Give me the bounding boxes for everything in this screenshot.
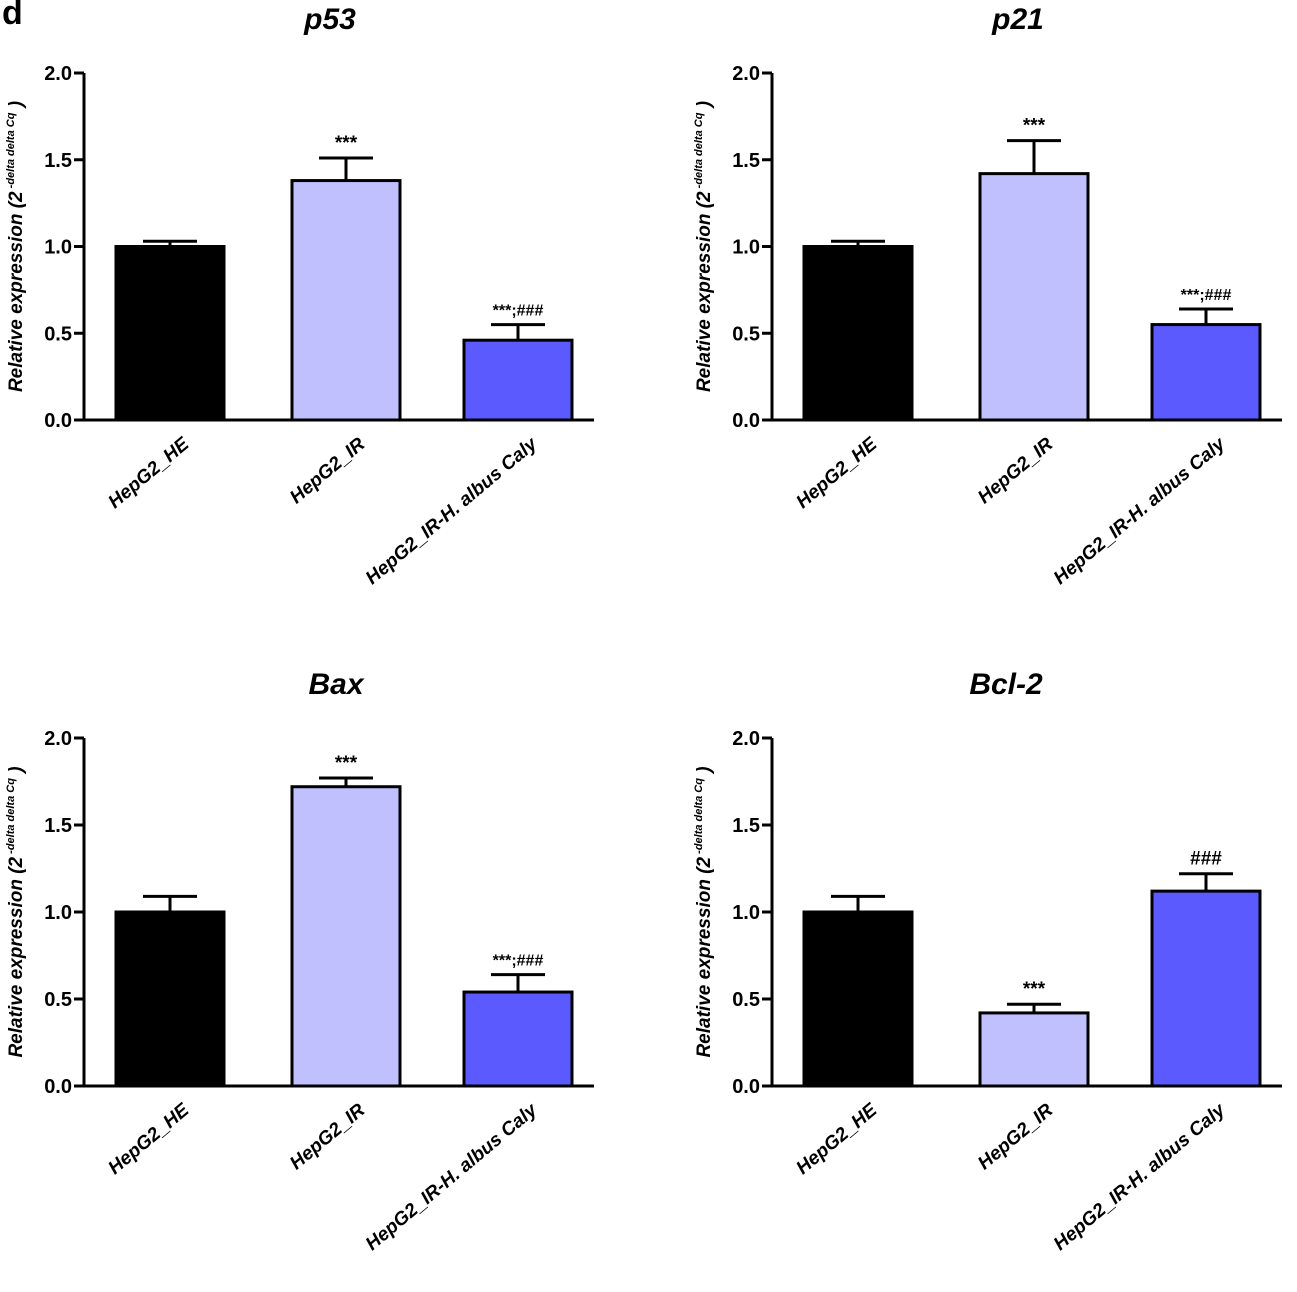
- significance-label: ***;###: [1181, 287, 1232, 304]
- y-axis-label: Relative expression (2 -delta delta Cq ): [693, 766, 715, 1057]
- chart-p53: p53 0.0 0.5 1.0 1.5 2.0 Relative expression (2…: [5, 3, 594, 589]
- bar: [462, 338, 574, 422]
- y-tick-label: 0.5: [732, 323, 760, 345]
- significance-label: ***: [1023, 116, 1046, 137]
- y-tick-label: 0.0: [44, 410, 72, 432]
- chart-title: Bax: [308, 668, 364, 701]
- y-tick-label: 1.5: [732, 815, 760, 837]
- x-category-label: HepG2_HE: [792, 433, 882, 513]
- significance-label: ***;###: [493, 953, 544, 970]
- x-category-label: HepG2_IR: [974, 1100, 1057, 1175]
- bar: [114, 910, 226, 1088]
- y-axis-label: Relative expression (2 -delta delta Cq ): [5, 766, 27, 1057]
- y-tick-label: 0.5: [732, 989, 760, 1011]
- significance-label: ***: [335, 753, 358, 774]
- bar: [290, 785, 402, 1088]
- x-category-label: HepG2_IR: [286, 1100, 369, 1175]
- x-category-label: HepG2_IR-H. albus Caly: [362, 1099, 542, 1255]
- bar: [978, 1011, 1090, 1088]
- significance-label: ***: [335, 133, 358, 154]
- chart-bax: Bax 0.0 0.5 1.0 1.5 2.0 Relative expression (2…: [5, 668, 594, 1255]
- y-tick-label: 0.0: [732, 1076, 760, 1098]
- bar: [802, 910, 914, 1088]
- y-tick-label: 2.0: [732, 728, 760, 750]
- y-axis-label: Relative expression (2 -delta delta Cq ): [5, 101, 27, 392]
- significance-label: ###: [1190, 849, 1222, 870]
- chart-bcl-2: Bcl-2 0.0 0.5 1.0 1.5 2.0 Relative expression …: [693, 668, 1282, 1255]
- y-tick-label: 0.5: [44, 323, 72, 345]
- y-tick-label: 1.0: [732, 902, 760, 924]
- bar: [114, 245, 226, 422]
- x-category-label: HepG2_HE: [104, 433, 194, 513]
- y-tick-label: 0.5: [44, 989, 72, 1011]
- y-axis-label: Relative expression (2 -delta delta Cq ): [693, 101, 715, 392]
- y-tick-label: 2.0: [732, 63, 760, 85]
- y-tick-label: 1.0: [732, 237, 760, 259]
- chart-p21: p21 0.0 0.5 1.0 1.5 2.0 Relative expression (2…: [693, 3, 1282, 589]
- bar: [802, 245, 914, 422]
- y-tick-label: 2.0: [44, 63, 72, 85]
- bar: [462, 990, 574, 1088]
- x-category-label: HepG2_IR: [286, 434, 369, 509]
- bar: [1150, 889, 1262, 1088]
- x-category-label: HepG2_HE: [792, 1099, 882, 1179]
- chart-title: p53: [303, 3, 356, 36]
- panel-letter: d: [2, 0, 23, 32]
- bar: [978, 172, 1090, 422]
- chart-title: Bcl-2: [969, 668, 1043, 701]
- y-tick-label: 1.5: [732, 150, 760, 172]
- bar: [290, 179, 402, 422]
- y-tick-label: 2.0: [44, 728, 72, 750]
- bar: [1150, 323, 1262, 422]
- y-tick-label: 1.5: [44, 150, 72, 172]
- chart-title: p21: [991, 3, 1044, 36]
- y-tick-label: 1.0: [44, 902, 72, 924]
- y-tick-label: 0.0: [732, 410, 760, 432]
- x-category-label: HepG2_HE: [104, 1099, 194, 1179]
- y-tick-label: 0.0: [44, 1076, 72, 1098]
- x-category-label: HepG2_IR-H. albus Caly: [1050, 433, 1230, 589]
- significance-label: ***: [1023, 979, 1046, 1000]
- x-category-label: HepG2_IR-H. albus Caly: [362, 433, 542, 589]
- x-category-label: HepG2_IR: [974, 434, 1057, 509]
- y-tick-label: 1.0: [44, 237, 72, 259]
- y-tick-label: 1.5: [44, 815, 72, 837]
- x-category-label: HepG2_IR-H. albus Caly: [1050, 1099, 1230, 1255]
- significance-label: ***;###: [493, 303, 544, 320]
